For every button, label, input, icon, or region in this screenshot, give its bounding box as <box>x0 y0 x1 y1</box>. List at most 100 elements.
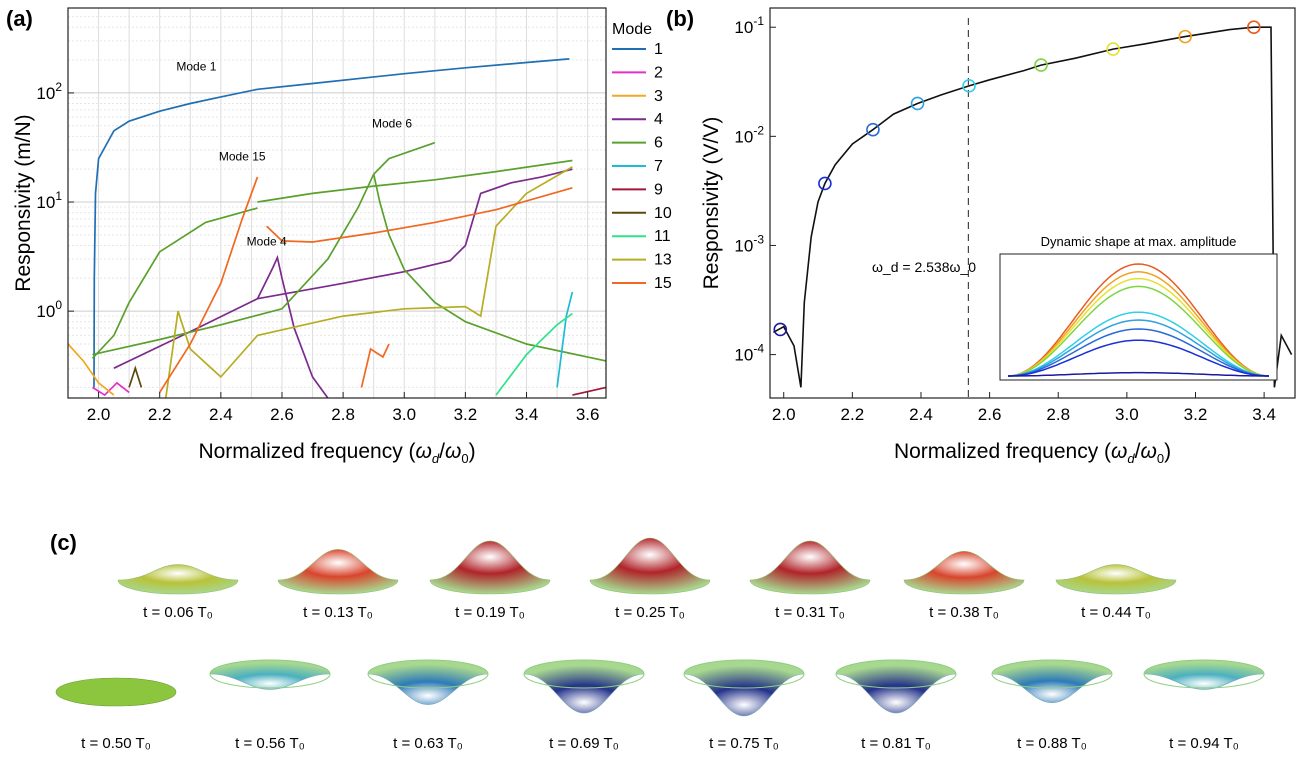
membrane-shape <box>523 659 645 714</box>
frame-time-label: t = 0.81 T₀ <box>861 735 931 752</box>
panel-a: 2.0 2.2 2.4 2.6 2.8 3.0 3.2 3.4 3.6100101102Norm… <box>12 7 672 466</box>
annotation-label: Mode 4 <box>247 234 287 248</box>
x-tick-label: 3.2 <box>454 405 478 424</box>
membrane-shape <box>991 659 1113 704</box>
frame-time-label: t = 0.50 T₀ <box>81 735 151 752</box>
inset-title: Dynamic shape at max. amplitude <box>1041 234 1237 249</box>
legend-label-13: 13 <box>654 252 672 269</box>
membrane-rim <box>683 659 805 689</box>
inset-shape-curve <box>1007 311 1270 377</box>
inset-shape-curve <box>1007 277 1270 377</box>
x-tick-label: 2.2 <box>148 405 172 424</box>
marker-circle <box>773 322 788 337</box>
x-tick-label: 2.0 <box>772 405 796 424</box>
x-axis-label: Normalized frequency (ωd/ω0) <box>894 440 1171 466</box>
y-tick-label: 10-2 <box>734 123 764 146</box>
y-tick-label: 102 <box>36 80 62 103</box>
frame-time-label: t = 0.75 T₀ <box>709 735 779 752</box>
marker-circle <box>962 79 976 93</box>
frame-time-label: t = 0.88 T₀ <box>1017 735 1087 752</box>
frame-time-label: t = 0.25 T₀ <box>615 604 685 621</box>
series-line-13 <box>164 166 573 399</box>
series-line-15 <box>158 176 259 393</box>
frame-time-label: t = 0.13 T₀ <box>303 604 373 621</box>
annotation-label: Mode 6 <box>372 117 412 131</box>
series-line-15b <box>266 186 573 243</box>
panel-b: 2.0 2.2 2.4 2.6 2.8 3.0 3.2 3.4 10-4 10-3 10-2 10-1… <box>700 7 1296 466</box>
marker-circle <box>1247 20 1261 35</box>
inset-shape-curve <box>1008 371 1269 377</box>
series-line-6d <box>372 174 607 362</box>
panel-c: t = 0.06 T₀ t = 0.13 T₀ t = 0.19 T₀ t = 0.2… <box>55 537 1265 752</box>
frame-time-label: t = 0.94 T₀ <box>1169 735 1239 752</box>
panel-a-label: (a) <box>6 6 33 31</box>
series-line-3 <box>67 343 115 396</box>
membrane-shape <box>835 659 957 714</box>
panel-c-label: (c) <box>50 530 77 555</box>
frame-time-label: t = 0.63 T₀ <box>393 735 463 752</box>
legend-label-10: 10 <box>654 205 672 222</box>
series-line-7 <box>556 291 574 388</box>
legend-label-11: 11 <box>654 228 671 245</box>
series-line-4b <box>257 168 573 300</box>
x-tick-label: 3.4 <box>1252 405 1276 424</box>
membrane-shape <box>55 677 177 707</box>
x-tick-label: 3.4 <box>515 405 539 424</box>
series-line-6c <box>92 141 436 356</box>
marker-circle <box>866 122 880 137</box>
x-tick-label: 2.6 <box>978 405 1002 424</box>
marker-circle <box>1034 58 1048 72</box>
frame-time-label: t = 0.38 T₀ <box>929 604 999 621</box>
membrane-shape <box>749 540 871 595</box>
frame-time-label: t = 0.19 T₀ <box>455 604 525 621</box>
legend-label-1: 1 <box>654 41 663 58</box>
y-tick-label: 101 <box>36 189 62 212</box>
series-line-6 <box>91 207 258 359</box>
membrane-rim <box>367 659 489 689</box>
membrane-shape <box>277 549 399 595</box>
x-tick-label: 3.0 <box>392 405 416 424</box>
inset-shape-curve <box>1007 263 1270 377</box>
frame-time-label: t = 0.69 T₀ <box>549 735 619 752</box>
y-tick-label: 10-3 <box>734 232 764 255</box>
panel-b-label: (b) <box>666 6 694 31</box>
marker-circle <box>910 96 925 111</box>
x-tick-label: 2.0 <box>87 405 111 424</box>
x-tick-label: 2.4 <box>209 405 233 424</box>
marker-circle <box>1106 42 1120 56</box>
frame-time-label: t = 0.44 T₀ <box>1081 604 1151 621</box>
responsivity-line <box>773 26 1293 388</box>
legend-label-4: 4 <box>654 111 663 128</box>
series-line-4 <box>113 254 329 399</box>
membrane-rim <box>991 659 1113 689</box>
membrane-shape <box>429 540 551 595</box>
vline-annotation: ω_d = 2.538ω_0 <box>872 259 976 275</box>
membrane-rim <box>835 659 957 689</box>
legend-label-2: 2 <box>654 64 663 81</box>
frame-time-label: t = 0.06 T₀ <box>143 604 213 621</box>
inset-shape-curve <box>1007 339 1270 377</box>
frame-time-label: t = 0.56 T₀ <box>235 735 305 752</box>
series-line-15c <box>360 343 390 388</box>
membrane-shape <box>1055 564 1177 595</box>
inset-shape-curve <box>1007 285 1270 377</box>
inset-shape-curve <box>1007 328 1270 377</box>
legend-label-15: 15 <box>654 275 672 292</box>
membrane-shape <box>589 537 711 595</box>
series-line-11 <box>495 312 573 396</box>
marker-circle <box>1178 29 1192 44</box>
x-tick-label: 2.8 <box>331 405 355 424</box>
x-tick-label: 2.4 <box>909 405 933 424</box>
membrane-rim <box>1143 659 1265 689</box>
annotation-label: Mode 1 <box>176 60 216 74</box>
membrane-rim <box>209 659 331 689</box>
legend-label-9: 9 <box>654 181 663 198</box>
y-axis-label: Responsivity (m/N) <box>12 114 35 291</box>
x-tick-label: 2.2 <box>841 405 865 424</box>
x-tick-label: 3.0 <box>1115 405 1139 424</box>
series-line-1 <box>93 58 570 388</box>
membrane-shape <box>903 550 1025 595</box>
x-axis-label: Normalized frequency (ωd/ω0) <box>198 440 475 466</box>
membrane-shape <box>117 564 239 595</box>
